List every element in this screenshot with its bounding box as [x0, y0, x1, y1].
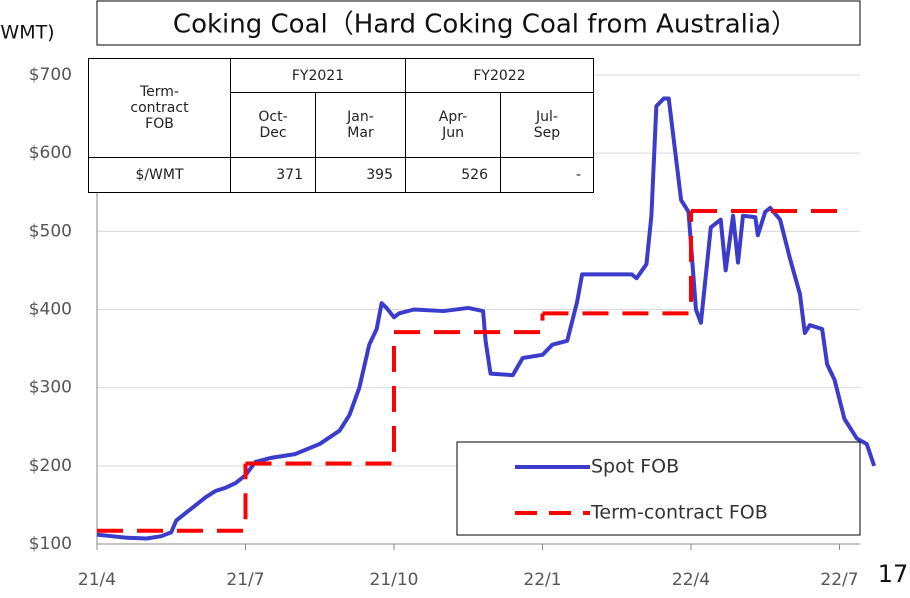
table-group: FY2022 — [405, 58, 594, 93]
y-tick-label: $600 — [29, 143, 72, 163]
table-value: 371 — [230, 157, 316, 193]
x-tick-label: 22/7 — [820, 570, 858, 590]
title-box — [96, 0, 861, 46]
table-period: Oct- Dec — [230, 92, 316, 158]
page-number: 17 — [878, 560, 909, 588]
table-period: Apr- Jun — [405, 92, 501, 158]
y-tick-label: $200 — [29, 456, 72, 476]
y-tick-label: $700 — [29, 65, 72, 85]
table-value: 526 — [405, 157, 501, 193]
step-segment — [97, 463, 248, 533]
y-tick-label: $400 — [29, 300, 72, 320]
table-group: FY2021 — [230, 58, 406, 93]
legend-label: Spot FOB — [591, 456, 679, 478]
legend-label: Term-contract FOB — [590, 502, 768, 524]
line — [96, 96, 877, 541]
step-segment — [542, 211, 693, 316]
legend-box — [456, 441, 861, 536]
y-tick-label: $500 — [29, 221, 72, 241]
y-tick-label: $100 — [29, 534, 72, 554]
step-segment — [245, 332, 396, 466]
y-axis-label: /WMT) — [0, 22, 55, 44]
step-segment — [394, 313, 545, 335]
table-row-label: $/WMT — [88, 157, 231, 193]
table-period: Jan- Mar — [315, 92, 406, 158]
x-tick-label: 21/7 — [226, 570, 264, 590]
x-tick-label: 21/10 — [370, 570, 419, 590]
x-tick-label: 21/4 — [78, 570, 116, 590]
y-tick-label: $300 — [29, 378, 72, 398]
x-tick-label: 22/4 — [672, 570, 710, 590]
table-period: Jul- Sep — [500, 92, 594, 158]
table-corner: Term-contract FOB — [88, 58, 231, 158]
price-table: Term-contract FOB FY2021 FY2022 Oct- Dec J… — [88, 58, 594, 193]
table-value: - — [500, 157, 594, 193]
x-tick-label: 22/1 — [523, 570, 561, 590]
table-value: 395 — [315, 157, 406, 193]
chart-title: Coking Coal（Hard Coking Coal from Austra… — [173, 10, 797, 40]
